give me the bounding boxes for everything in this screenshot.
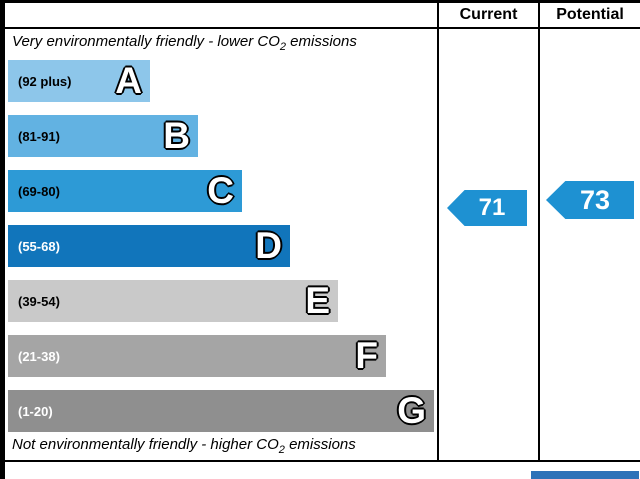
band-a-letter: A	[115, 60, 142, 101]
bottom-annotation-text: Not environmentally friendly - higher CO	[12, 436, 279, 453]
current-column-label: Current	[459, 6, 518, 23]
band-b-range-label: (81-91)	[18, 128, 60, 144]
header-divider-line	[0, 27, 640, 29]
footer-partial-banner	[531, 471, 639, 479]
band-c-range-label: (69-80)	[18, 183, 60, 199]
top-border	[0, 0, 640, 3]
band-g-range-label: (1-20)	[18, 403, 53, 419]
band-f-range-label: (21-38)	[18, 348, 60, 364]
left-border	[0, 0, 5, 479]
band-g-letter: G	[397, 390, 426, 431]
potential-column-header: Potential	[540, 3, 640, 27]
band-f-letter: F	[355, 335, 378, 376]
current-rating-arrow: 71	[447, 190, 527, 226]
band-f-bar: (21-38) F	[8, 335, 386, 377]
current-column-divider-line	[437, 0, 439, 462]
band-a-range-label: (92 plus)	[18, 73, 72, 89]
top-annotation: Very environmentally friendly - lower CO…	[12, 33, 357, 53]
bottom-annotation: Not environmentally friendly - higher CO…	[12, 436, 356, 456]
band-c-bar: (69-80) C	[8, 170, 242, 212]
bottom-annotation-text-end: emissions	[284, 436, 356, 453]
current-column-header: Current	[439, 3, 538, 27]
potential-column-divider-line	[538, 0, 540, 462]
co2-subscript-bottom: 2	[278, 444, 285, 456]
band-g-bar: (1-20) G	[8, 390, 434, 432]
chart-bottom-border-line	[0, 460, 640, 462]
band-b-letter: B	[163, 115, 190, 156]
band-c-letter: C	[207, 170, 234, 211]
top-annotation-text-end: emissions	[286, 33, 357, 50]
potential-column-label: Potential	[556, 6, 624, 23]
band-d-bar: (55-68) D	[8, 225, 290, 267]
top-annotation-text: Very environmentally friendly - lower CO	[12, 33, 280, 50]
band-e-range-label: (39-54)	[18, 293, 60, 309]
co2-subscript: 2	[279, 41, 286, 53]
band-d-range-label: (55-68)	[18, 238, 60, 254]
current-rating-value: 71	[478, 194, 506, 221]
potential-rating-value: 73	[579, 184, 611, 215]
band-d-letter: D	[255, 225, 282, 266]
band-e-bar: (39-54) E	[8, 280, 338, 322]
band-a-bar: (92 plus) A	[8, 60, 150, 102]
potential-rating-arrow: 73	[546, 181, 634, 219]
band-e-letter: E	[305, 280, 330, 321]
band-b-bar: (81-91) B	[8, 115, 198, 157]
